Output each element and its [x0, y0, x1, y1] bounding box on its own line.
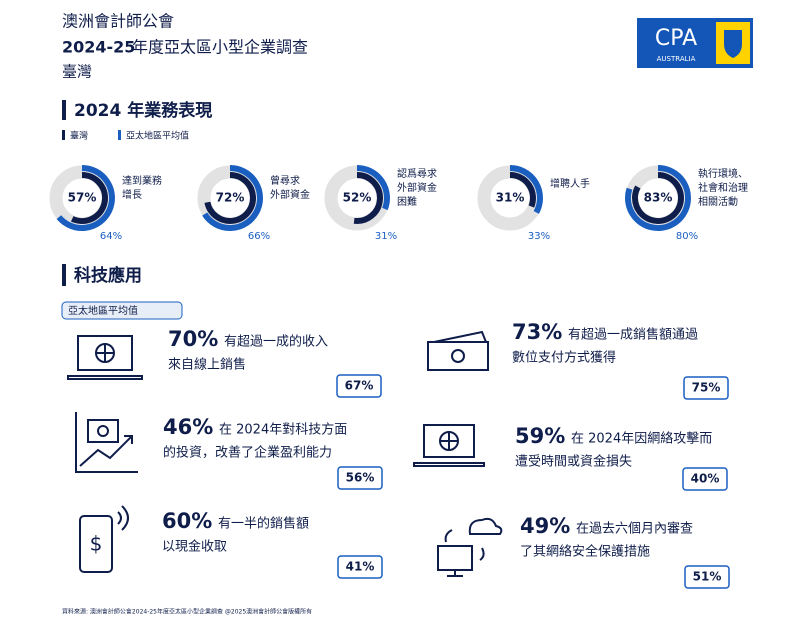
logo-crest [724, 30, 742, 58]
legend-swatch-apac [118, 130, 121, 140]
footer: 資料來源: 澳洲會計師公會2024-25年度亞太區小型企業調查 @2025澳洲會… [62, 608, 312, 616]
stat-text: 了其網絡安全保護措施 [520, 544, 650, 560]
apac-value: 51% [693, 570, 722, 584]
apac-box [336, 374, 382, 398]
stat: 73% [512, 320, 562, 344]
stat-text: 在 2024年因網絡攻擊而 [571, 431, 712, 447]
donut-label: 曾尋求 [270, 174, 300, 187]
stat-text: 數位支付方式獲得 [512, 350, 616, 366]
taiwan-value: 72% [216, 191, 245, 205]
apac-value: 31% [375, 231, 397, 242]
icon-laptop [67, 335, 143, 380]
icon-laptop [413, 424, 485, 467]
stat: 59% [515, 424, 565, 448]
title-year: 2024-25 [62, 38, 135, 57]
title: 年度亞太區小型企業調查 [132, 38, 308, 57]
badge-label: 亞太地區平均值 [68, 304, 138, 317]
section-heading: 科技應用 [74, 265, 142, 286]
donut-label: 外部資金 [397, 181, 437, 194]
icon-cloud-monitor [437, 517, 503, 577]
apac-arc [625, 165, 691, 231]
stat: 70% [168, 327, 218, 351]
taiwan-arc [353, 172, 383, 224]
legend-label: 亞太地區平均值 [126, 130, 189, 142]
logo: CPA AUSTRALIA [637, 18, 753, 68]
donut-label: 增長 [122, 188, 142, 201]
apac-box [682, 467, 728, 491]
apac-box [684, 565, 730, 589]
icon-cash [427, 330, 489, 371]
stat: 49% [520, 514, 570, 538]
heading-bar [62, 100, 66, 120]
apac-arc [56, 165, 115, 231]
dollar-sign: $ [90, 532, 103, 556]
apac-value: 80% [676, 231, 698, 242]
icon-growth-chart [75, 412, 138, 473]
apac-value: 40% [691, 472, 720, 486]
donut-label: 相關活動 [698, 195, 738, 208]
apac-value: 56% [346, 471, 375, 485]
heading-bar [62, 264, 66, 286]
taiwan-arc [632, 172, 684, 224]
apac-value: 75% [692, 381, 721, 395]
donut-label: 社會和治理 [698, 181, 748, 194]
badge [61, 301, 183, 320]
taiwan-value: 57% [68, 191, 97, 205]
org: 澳洲會計師公會 [62, 12, 174, 31]
logo-sub: AUSTRALIA [657, 55, 696, 63]
section-heading: 2024 年業務表現 [74, 100, 212, 121]
stat-text: 有一半的銷售額 [218, 516, 309, 532]
icon-phone: $ [79, 505, 129, 573]
legend-swatch-taiwan [62, 130, 65, 140]
apac-box [337, 555, 383, 579]
stat-text: 有超過一成的收入 [224, 334, 328, 350]
taiwan-value: 83% [644, 191, 673, 205]
apac-value: 67% [345, 379, 374, 393]
donut-label: 達到業務 [122, 174, 162, 187]
stat-text: 以現金收取 [162, 539, 227, 555]
stat-text: 遭受時間或資金損失 [515, 454, 632, 470]
stat: 46% [163, 415, 213, 439]
apac-box [683, 376, 729, 400]
donut-label: 困難 [397, 195, 417, 208]
taiwan-arc [70, 172, 108, 224]
stat-text: 有超過一成銷售額通過 [568, 327, 698, 343]
stat-text: 的投資，改善了企業盈利能力 [163, 445, 332, 461]
apac-box [337, 466, 383, 490]
taiwan-value: 52% [343, 191, 372, 205]
apac-arc [202, 165, 263, 231]
taiwan-value: 31% [496, 191, 525, 205]
stat: 60% [162, 509, 212, 533]
donut-label: 認爲尋求 [397, 167, 437, 180]
donut-label: 執行環境、 [698, 167, 748, 180]
donut-label: 外部資金 [270, 188, 310, 201]
apac-arc [509, 165, 543, 214]
stat-text: 在過去六個月內審查 [576, 522, 693, 537]
stat-text: 在 2024年對科技方面 [219, 422, 347, 438]
taiwan-arc [204, 172, 256, 224]
apac-value: 66% [248, 231, 270, 242]
taiwan-arc [509, 172, 536, 208]
region: 臺灣 [62, 63, 92, 81]
logo-main: CPA [655, 26, 697, 51]
legend-label: 臺灣 [70, 130, 88, 142]
donut-label: 增聘人手 [550, 177, 590, 190]
apac-value: 33% [528, 231, 550, 242]
apac-value: 64% [100, 231, 122, 242]
stat-text: 來自線上銷售 [168, 357, 246, 373]
apac-arc [356, 165, 390, 211]
apac-value: 41% [346, 560, 375, 574]
